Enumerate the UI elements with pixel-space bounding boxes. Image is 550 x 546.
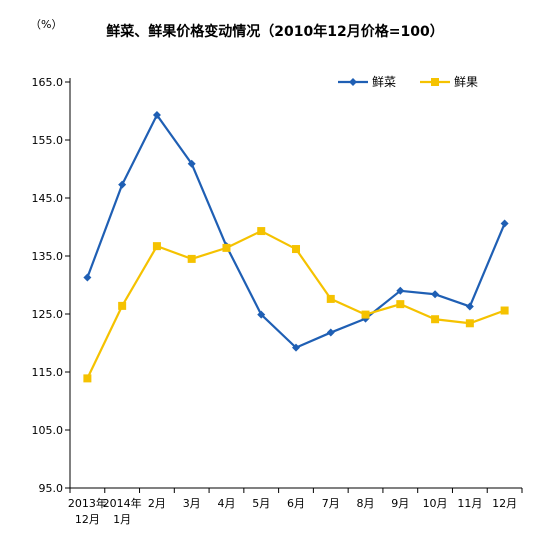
legend-item: 鲜菜 [338,75,396,89]
data-point [292,343,300,352]
axes [69,78,522,489]
data-point [326,294,335,303]
x-tick-label: 8月 [357,497,375,510]
data-point [500,219,509,228]
x-tick-label: 6月 [287,497,305,510]
data-point [465,302,474,311]
y-axis-ticks: 95.0 105.0 115.0 125.0 135.0 145.0 155.0 165.0 [32,76,70,495]
x-tick-label: 11月 [457,497,482,510]
data-point [152,111,161,120]
series-1 [83,111,509,352]
data-point [187,254,196,263]
data-point [396,286,405,295]
series-line [86,113,506,349]
data-point [465,319,474,328]
x-tick-label: 4月 [217,497,235,510]
x-tick-label: 7月 [322,497,340,510]
series-line [86,229,505,379]
series-layer [83,111,509,383]
data-point [326,328,335,337]
x-tick-label: 2月 [148,497,166,510]
x-tick-label: 12月 [492,497,517,510]
data-point [83,374,92,383]
legend-label: 鲜菜 [372,75,396,89]
x-tick-label: 12月 [75,513,100,526]
legend-marker [349,78,357,86]
y-tick-label: 145.0 [32,192,64,205]
data-point [431,290,440,299]
x-tick-label: 1月 [113,513,131,526]
legend-label: 鲜果 [454,75,478,89]
y-tick-label: 135.0 [32,250,64,263]
data-point [257,227,266,236]
data-point [152,242,161,251]
y-tick-label: 105.0 [32,424,64,437]
y-tick-label: 165.0 [32,76,64,89]
data-point [431,315,440,324]
legend-marker [431,78,439,86]
chart-title: 鲜菜、鲜果价格变动情况（2010年12月价格=100） [106,23,443,40]
data-point [257,310,266,319]
data-point [500,306,509,315]
data-point [118,301,127,310]
x-tick-label: 2014年 [103,496,142,510]
x-tick-label: 10月 [423,497,448,510]
data-point [118,180,127,189]
y-tick-label: 155.0 [32,134,64,147]
x-tick-label: 3月 [183,497,201,510]
data-point [83,273,92,282]
x-tick-label: 9月 [391,497,409,510]
y-axis-unit: （%） [30,18,62,31]
y-tick-label: 125.0 [32,308,64,321]
series-2 [83,227,509,383]
data-point [361,310,370,319]
legend-item: 鲜果 [420,75,478,89]
x-tick-label: 5月 [252,497,270,510]
y-tick-label: 115.0 [32,366,64,379]
y-tick-label: 95.0 [39,482,64,495]
legend: 鲜菜 鲜果 [338,75,478,89]
data-point [187,159,196,168]
data-point [396,300,405,309]
data-point [222,243,231,252]
data-point [292,245,300,254]
x-tick-label: 2013年 [68,496,107,510]
